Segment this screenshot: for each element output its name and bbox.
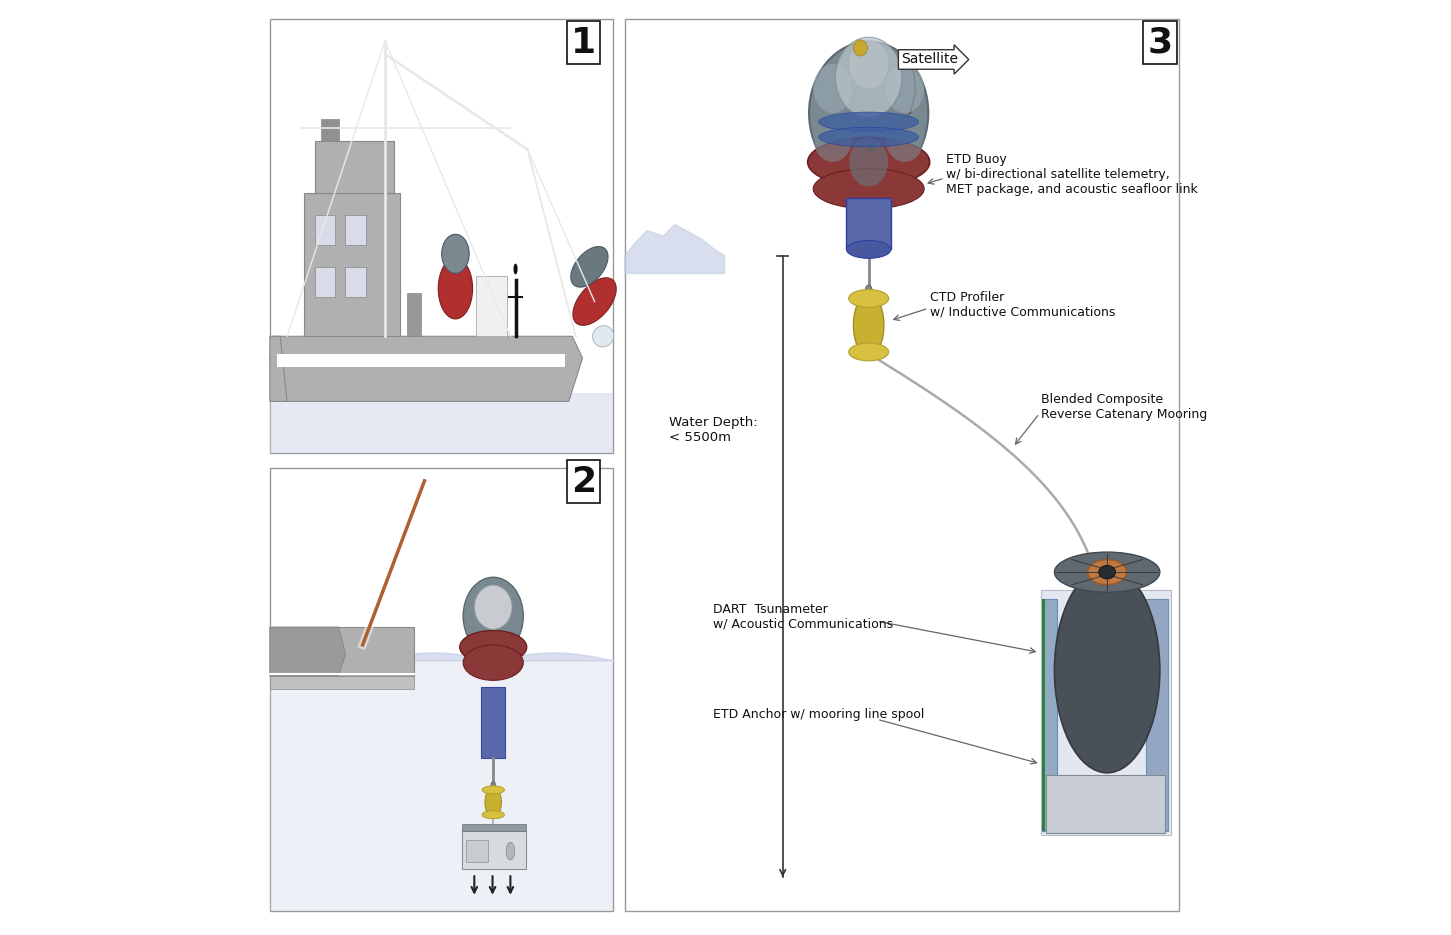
Polygon shape	[270, 337, 582, 401]
Polygon shape	[270, 627, 345, 676]
Polygon shape	[270, 627, 414, 676]
Polygon shape	[1042, 599, 1058, 830]
Text: CTD Profiler
w/ Inductive Communications: CTD Profiler w/ Inductive Communications	[930, 291, 1114, 319]
Ellipse shape	[818, 127, 918, 147]
Ellipse shape	[849, 290, 888, 308]
Polygon shape	[482, 687, 505, 758]
FancyBboxPatch shape	[463, 825, 525, 831]
Polygon shape	[846, 197, 891, 250]
Ellipse shape	[1055, 568, 1159, 772]
Ellipse shape	[808, 137, 930, 187]
Text: Water Depth:
< 5500m: Water Depth: < 5500m	[669, 415, 757, 443]
Ellipse shape	[853, 40, 868, 56]
Ellipse shape	[490, 782, 495, 787]
Polygon shape	[277, 353, 566, 367]
Ellipse shape	[849, 137, 888, 187]
Text: 2: 2	[572, 465, 596, 498]
FancyBboxPatch shape	[315, 266, 335, 297]
Text: 3: 3	[1148, 25, 1172, 60]
Ellipse shape	[1088, 560, 1126, 584]
Text: ETD Anchor w/ mooring line spool: ETD Anchor w/ mooring line spool	[714, 709, 924, 721]
Ellipse shape	[482, 811, 505, 819]
Ellipse shape	[570, 247, 608, 287]
Ellipse shape	[818, 112, 918, 132]
Ellipse shape	[485, 786, 502, 818]
Ellipse shape	[1098, 566, 1116, 579]
Ellipse shape	[438, 258, 473, 319]
Polygon shape	[322, 120, 338, 141]
Ellipse shape	[514, 264, 518, 274]
Text: ETD Buoy
w/ bi-directional satellite telemetry,
MET package, and acoustic seaflo: ETD Buoy w/ bi-directional satellite tel…	[946, 153, 1199, 196]
Polygon shape	[625, 224, 724, 273]
Text: DART  Tsunameter
w/ Acoustic Communications: DART Tsunameter w/ Acoustic Communicatio…	[714, 603, 894, 631]
Ellipse shape	[865, 285, 872, 295]
FancyBboxPatch shape	[476, 276, 506, 337]
Polygon shape	[315, 141, 393, 193]
FancyBboxPatch shape	[1046, 774, 1165, 832]
FancyBboxPatch shape	[466, 840, 488, 862]
Text: 1: 1	[572, 25, 596, 60]
Text: Satellite: Satellite	[901, 52, 958, 66]
FancyBboxPatch shape	[408, 293, 421, 337]
FancyBboxPatch shape	[345, 266, 366, 297]
Ellipse shape	[474, 585, 512, 629]
Ellipse shape	[849, 343, 888, 361]
FancyBboxPatch shape	[270, 660, 614, 911]
Ellipse shape	[1055, 552, 1159, 592]
Ellipse shape	[463, 577, 524, 654]
Ellipse shape	[836, 37, 903, 118]
Ellipse shape	[813, 113, 852, 162]
FancyBboxPatch shape	[315, 215, 335, 245]
Ellipse shape	[813, 64, 852, 113]
Ellipse shape	[885, 64, 924, 113]
Polygon shape	[1042, 599, 1045, 830]
FancyBboxPatch shape	[270, 393, 614, 453]
Ellipse shape	[810, 42, 929, 184]
Ellipse shape	[853, 294, 884, 356]
Polygon shape	[1146, 599, 1168, 830]
Polygon shape	[270, 337, 287, 401]
Ellipse shape	[592, 325, 614, 347]
Ellipse shape	[885, 113, 924, 162]
Polygon shape	[305, 193, 400, 337]
Ellipse shape	[849, 39, 888, 89]
Ellipse shape	[506, 842, 515, 860]
Ellipse shape	[482, 786, 505, 794]
Text: Blended Composite
Reverse Catenary Mooring: Blended Composite Reverse Catenary Moori…	[1040, 394, 1207, 421]
Ellipse shape	[573, 278, 617, 325]
Polygon shape	[1040, 590, 1171, 835]
Ellipse shape	[441, 235, 469, 273]
Ellipse shape	[846, 240, 891, 258]
Ellipse shape	[813, 168, 924, 209]
FancyBboxPatch shape	[463, 831, 525, 869]
FancyBboxPatch shape	[345, 215, 366, 245]
Polygon shape	[270, 676, 414, 689]
Ellipse shape	[460, 630, 527, 664]
Ellipse shape	[463, 645, 524, 681]
